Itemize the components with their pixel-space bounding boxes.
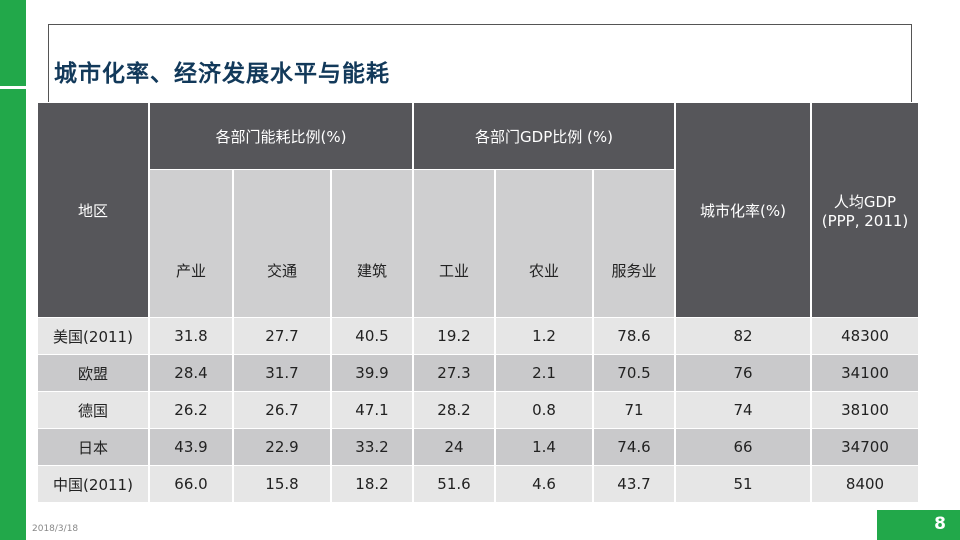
value-cell: 43.9 xyxy=(150,429,232,465)
value-cell: 74 xyxy=(676,392,810,428)
value-cell: 28.2 xyxy=(414,392,494,428)
value-cell: 34100 xyxy=(812,355,918,391)
region-cell: 中国(2011) xyxy=(38,466,148,502)
value-cell: 18.2 xyxy=(332,466,412,502)
value-cell: 28.4 xyxy=(150,355,232,391)
col-transport: 交通 xyxy=(234,170,330,317)
value-cell: 26.2 xyxy=(150,392,232,428)
slide-title: 城市化率、经济发展水平与能耗 xyxy=(54,61,390,87)
value-cell: 15.8 xyxy=(234,466,330,502)
table-row: 德国 26.2 26.7 47.1 28.2 0.8 71 74 38100 xyxy=(38,392,918,428)
region-cell: 德国 xyxy=(38,392,148,428)
accent-notch xyxy=(0,86,26,89)
value-cell: 74.6 xyxy=(594,429,674,465)
value-cell: 1.2 xyxy=(496,318,592,354)
value-cell: 31.8 xyxy=(150,318,232,354)
value-cell: 76 xyxy=(676,355,810,391)
value-cell: 48300 xyxy=(812,318,918,354)
region-header: 地区 xyxy=(38,103,148,317)
value-cell: 38100 xyxy=(812,392,918,428)
value-cell: 51.6 xyxy=(414,466,494,502)
value-cell: 31.7 xyxy=(234,355,330,391)
value-cell: 1.4 xyxy=(496,429,592,465)
region-cell: 欧盟 xyxy=(38,355,148,391)
page-number: 8 xyxy=(934,514,946,534)
value-cell: 0.8 xyxy=(496,392,592,428)
col-agriculture: 农业 xyxy=(496,170,592,317)
col-industry-gdp: 工业 xyxy=(414,170,494,317)
gdp-per-capita-line2: (PPP, 2011) xyxy=(821,211,909,230)
value-cell: 33.2 xyxy=(332,429,412,465)
value-cell: 27.3 xyxy=(414,355,494,391)
col-industry-energy: 产业 xyxy=(150,170,232,317)
value-cell: 40.5 xyxy=(332,318,412,354)
gdp-per-capita-header: 人均GDP (PPP, 2011) xyxy=(812,103,918,317)
value-cell: 34700 xyxy=(812,429,918,465)
value-cell: 66.0 xyxy=(150,466,232,502)
table-row: 欧盟 28.4 31.7 39.9 27.3 2.1 70.5 76 34100 xyxy=(38,355,918,391)
value-cell: 43.7 xyxy=(594,466,674,502)
value-cell: 27.7 xyxy=(234,318,330,354)
col-building: 建筑 xyxy=(332,170,412,317)
value-cell: 78.6 xyxy=(594,318,674,354)
value-cell: 66 xyxy=(676,429,810,465)
region-cell: 美国(2011) xyxy=(38,318,148,354)
value-cell: 70.5 xyxy=(594,355,674,391)
table-row: 中国(2011) 66.0 15.8 18.2 51.6 4.6 43.7 51… xyxy=(38,466,918,502)
value-cell: 39.9 xyxy=(332,355,412,391)
value-cell: 47.1 xyxy=(332,392,412,428)
slide-date: 2018/3/18 xyxy=(32,524,79,534)
region-cell: 日本 xyxy=(38,429,148,465)
value-cell: 51 xyxy=(676,466,810,502)
gdp-share-header: 各部门GDP比例 (%) xyxy=(414,103,674,169)
energy-gdp-table: 地区 各部门能耗比例(%) 各部门GDP比例 (%) 城市化率(%) 人均GDP… xyxy=(36,102,920,503)
table-row: 美国(2011) 31.8 27.7 40.5 19.2 1.2 78.6 82… xyxy=(38,318,918,354)
value-cell: 82 xyxy=(676,318,810,354)
col-services: 服务业 xyxy=(594,170,674,317)
gdp-per-capita-line1: 人均GDP xyxy=(833,192,897,211)
left-accent-bar xyxy=(0,0,26,540)
value-cell: 71 xyxy=(594,392,674,428)
value-cell: 26.7 xyxy=(234,392,330,428)
table-row: 日本 43.9 22.9 33.2 24 1.4 74.6 66 34700 xyxy=(38,429,918,465)
page-number-badge: 8 xyxy=(877,510,960,540)
value-cell: 22.9 xyxy=(234,429,330,465)
value-cell: 4.6 xyxy=(496,466,592,502)
value-cell: 19.2 xyxy=(414,318,494,354)
value-cell: 24 xyxy=(414,429,494,465)
value-cell: 2.1 xyxy=(496,355,592,391)
urbanization-header: 城市化率(%) xyxy=(676,103,810,317)
value-cell: 8400 xyxy=(812,466,918,502)
title-frame xyxy=(48,24,912,102)
energy-share-header: 各部门能耗比例(%) xyxy=(150,103,412,169)
